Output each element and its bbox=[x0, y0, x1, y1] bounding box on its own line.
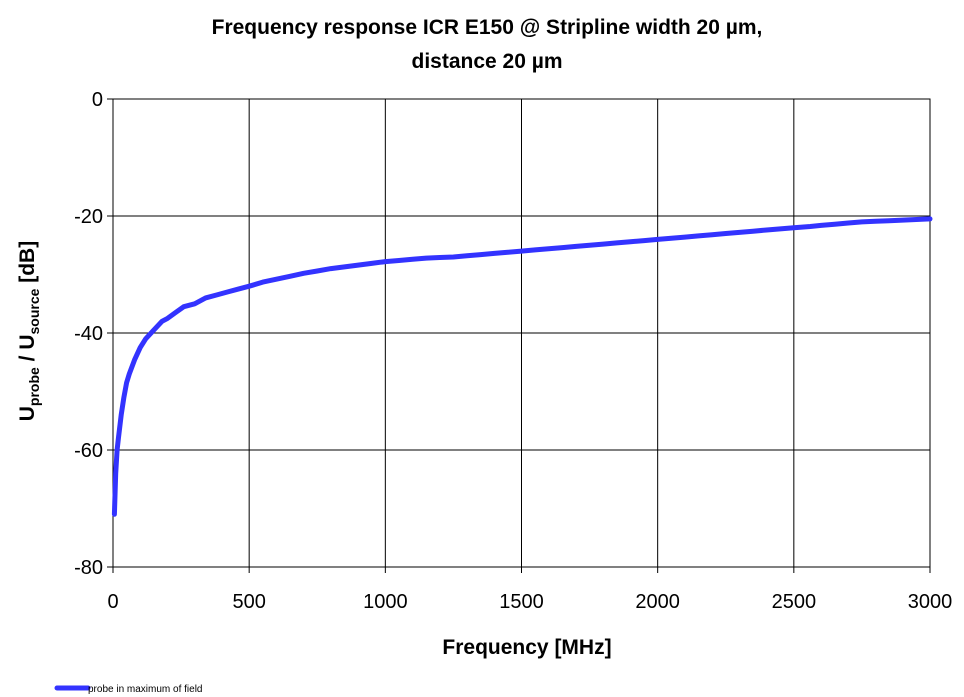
legend-label: probe in maximum of field bbox=[88, 684, 203, 695]
y-tick-label-3: -60 bbox=[74, 440, 103, 462]
x-tick-label-2: 1000 bbox=[363, 591, 408, 613]
x-tick-label-4: 2000 bbox=[635, 591, 680, 613]
y-axis-title: Uprobe / Usource [dB] bbox=[16, 241, 42, 421]
x-tick-label-1: 500 bbox=[232, 591, 265, 613]
series-line-probe-in-maximum-of-field bbox=[111, 216, 933, 517]
y-tick-label-1: -20 bbox=[74, 206, 103, 228]
chart-title-line1: Frequency response ICR E150 @ Stripline … bbox=[212, 16, 763, 39]
x-tick-label-0: 0 bbox=[107, 591, 118, 613]
x-tick-label-3: 1500 bbox=[499, 591, 544, 613]
y-axis-title-sub-probe: probe bbox=[26, 367, 42, 406]
x-tick-label-5: 2500 bbox=[772, 591, 817, 613]
chart-title-line2: distance 20 µm bbox=[412, 50, 563, 73]
y-axis-title-u1: U bbox=[16, 406, 39, 421]
grid-lines bbox=[112, 98, 931, 568]
x-axis-ticks: 0 500 1000 1500 2000 2500 3000 bbox=[107, 567, 952, 613]
y-axis-title-sub-source: source bbox=[26, 288, 42, 334]
x-tick-label-6: 3000 bbox=[908, 591, 953, 613]
x-axis-title: Frequency [MHz] bbox=[442, 636, 611, 659]
y-axis-ticks: 0 -20 -40 -60 -80 bbox=[74, 89, 113, 579]
y-tick-label-2: -40 bbox=[74, 323, 103, 345]
legend: probe in maximum of field bbox=[54, 684, 203, 695]
y-axis-title-unit: [dB] bbox=[16, 241, 39, 289]
y-axis-title-u2: / U bbox=[16, 335, 39, 368]
y-tick-label-0: 0 bbox=[92, 89, 103, 111]
y-tick-label-4: -80 bbox=[74, 557, 103, 579]
